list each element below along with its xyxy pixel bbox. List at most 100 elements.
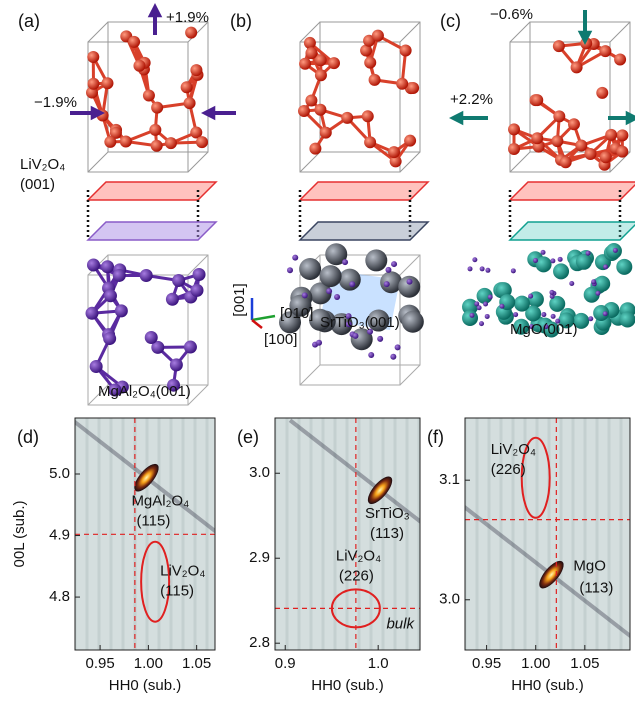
atom (586, 251, 591, 256)
atom (140, 269, 153, 282)
axis-arrow (252, 320, 262, 328)
atom (133, 60, 145, 72)
atom (388, 146, 400, 158)
y-tick-label: 2.8 (249, 634, 270, 651)
atom (599, 45, 611, 57)
y-tick-label: 3.0 (249, 464, 270, 481)
atom (395, 344, 401, 350)
atom (391, 261, 397, 267)
x-tick-label: 0.95 (472, 655, 501, 672)
atom (368, 352, 374, 358)
atom (514, 296, 530, 312)
atom (342, 259, 348, 265)
region-label: LiV₂O₄ (336, 547, 381, 564)
atom (87, 51, 99, 63)
x-tick-label: 1.00 (134, 655, 163, 672)
atom (314, 104, 326, 116)
atom (390, 354, 396, 360)
atom (128, 36, 140, 48)
interface-plane (300, 222, 428, 240)
atom (362, 110, 374, 122)
atom (402, 311, 424, 333)
cell-edge (188, 152, 208, 172)
atom (404, 135, 416, 147)
panel-label: (b) (230, 11, 252, 31)
arrow-head (148, 3, 163, 17)
panel-label: (d) (17, 427, 39, 447)
atom (485, 314, 490, 319)
axis-label: [100] (264, 331, 297, 348)
atom (613, 248, 618, 253)
x-tick-label: 1.00 (521, 655, 550, 672)
atom (616, 146, 628, 158)
atom (115, 304, 128, 317)
atom (143, 89, 155, 101)
panel-label: (c) (440, 11, 461, 31)
atom (113, 269, 126, 282)
atom (302, 292, 308, 298)
atom (531, 132, 543, 144)
atom (474, 301, 479, 306)
atom (151, 102, 163, 114)
peak-label: MgAl₂O₄ (131, 493, 189, 510)
atom (101, 260, 114, 273)
atom (569, 281, 574, 286)
atom (596, 87, 608, 99)
atom (499, 304, 504, 309)
atom (550, 258, 555, 263)
atom (584, 148, 596, 160)
atom (196, 136, 208, 148)
atom (462, 310, 478, 326)
atom (305, 47, 317, 59)
strain-label: +1.9% (166, 9, 209, 26)
atom (309, 143, 321, 155)
atom (488, 295, 493, 300)
atom (377, 336, 383, 342)
atom (184, 97, 196, 109)
x-tick-label: 0.9 (275, 655, 296, 672)
y-axis-label: 00L (sub.) (11, 501, 28, 568)
cell-edge (88, 152, 108, 172)
atom (316, 340, 322, 346)
y-tick-label: 3.0 (439, 591, 460, 608)
peak-label: (113) (370, 525, 404, 542)
cell-edge (300, 365, 320, 385)
atom (396, 78, 408, 90)
atom (326, 288, 332, 294)
atom (328, 57, 340, 69)
axis-arrow (252, 316, 275, 320)
arrow-head (449, 111, 463, 126)
region-label: (115) (160, 583, 194, 600)
atom (172, 274, 185, 287)
atom (480, 266, 485, 271)
atom (145, 331, 158, 344)
atom (558, 257, 563, 262)
atom (384, 281, 390, 287)
atom (528, 294, 533, 299)
atom (315, 69, 327, 81)
atom (90, 360, 103, 373)
x-tick-label: 1.05 (182, 655, 211, 672)
strain-label: −0.6% (490, 6, 533, 23)
peak-label: (115) (136, 513, 170, 530)
region-label: LiV₂O₄ (160, 563, 205, 580)
ref-label: bulk (386, 615, 415, 632)
atom (298, 105, 310, 117)
atom (87, 259, 100, 272)
peak-label: MgO (573, 558, 606, 575)
strain-label: −1.9% (34, 94, 77, 111)
axis-label: [010] (280, 305, 313, 322)
x-tick-label: 1.05 (570, 655, 599, 672)
substrate-label: SrTiO₃(001) (320, 314, 400, 331)
atom (104, 136, 116, 148)
atom (508, 143, 520, 155)
atom (531, 94, 543, 106)
atom (353, 333, 359, 339)
interface-plane (510, 182, 635, 200)
atom (603, 264, 608, 269)
atom (553, 40, 565, 52)
atom (372, 30, 384, 42)
atom (320, 127, 332, 139)
atom (349, 281, 355, 287)
